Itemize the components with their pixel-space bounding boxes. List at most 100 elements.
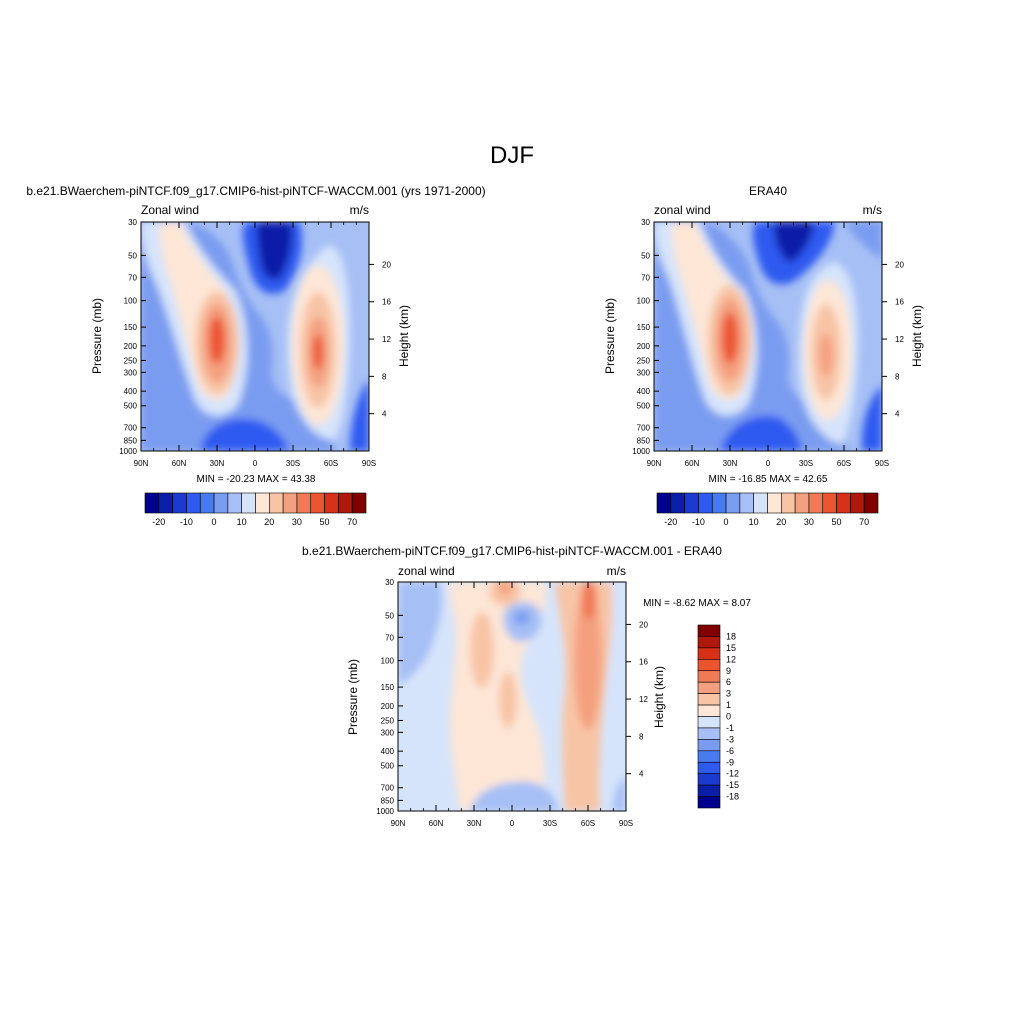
y-tick-label: 300 [381,728,395,737]
colorbar-label: -10 [692,517,705,527]
height-tick-label: 16 [895,298,904,307]
y-tick-label: 100 [381,657,395,666]
colorbar-label: -6 [726,746,734,756]
y-tick-label: 30 [385,578,394,587]
y-tick-label: 300 [124,368,138,377]
colorbar-label: 3 [726,689,731,699]
colorbar-swatch [697,636,721,649]
subtitle-left: Zonal wind [141,203,199,217]
colorbar-label: 30 [804,517,814,527]
colorbar-label: 30 [292,517,302,527]
panel-title: b.e21.BWaerchem-piNTCF.f09_g17.CMIP6-his… [26,184,485,198]
surface-easterlies [720,415,802,451]
panel-stats: MIN = -8.62 MAX = 8.07 [643,598,751,609]
negative-polar-sh [609,582,626,811]
subtitle-left: zonal wind [654,203,711,217]
y-tick-label: 850 [637,436,651,445]
colorbar-label: -20 [664,517,677,527]
height-tick-label: 4 [895,410,900,419]
colorbar: -20 -10 0 10 20 30 50 70 [656,492,879,527]
colorbar-swatch [697,647,721,660]
y-tick-label: 30 [641,218,650,227]
y-tick-label: 1000 [119,447,137,456]
y-tick-label: 200 [381,702,395,711]
colorbar-label: 50 [320,517,330,527]
colorbar-label: -10 [180,517,193,527]
colorbar-swatch [711,492,727,514]
height-tick-label: 12 [639,695,648,704]
colorbar-swatch [697,659,721,672]
x-tick-label: 90N [647,459,662,468]
subtitle-left: zonal wind [398,564,455,578]
colorbar-swatch [255,492,270,514]
colorbar-swatch [227,492,242,514]
colorbar-swatch [656,492,672,514]
colorbar-swatch [670,492,685,514]
colorbar-swatch [808,492,824,514]
x-tick-label: 0 [766,459,771,468]
polar-easterlies [861,385,882,451]
easterly-core [773,222,815,262]
colorbar-swatch [338,492,353,514]
contour-field [141,222,369,451]
x-tick-label: 90S [619,819,633,828]
subtitle-right: m/s [350,203,369,217]
y-axis-label: Pressure (mb) [346,659,360,735]
y-tick-label: 30 [128,218,137,227]
colorbar-swatch [697,773,721,786]
colorbar-swatch [739,492,754,514]
positive-sh-mid [574,590,602,730]
colorbar-swatch [794,492,810,514]
x-tick-label: 60N [172,459,187,468]
colorbar-swatch [697,670,721,683]
colorbar-swatch [697,727,721,740]
colorbar-swatch [351,492,367,514]
colorbar-swatch [213,492,229,514]
y-tick-label: 400 [381,747,395,756]
height-tick-label: 16 [382,298,391,307]
height-tick-label: 12 [895,335,904,344]
y-tick-label: 150 [124,323,138,332]
colorbar-label: 0 [726,712,731,722]
y-tick-label: 250 [124,356,138,365]
panel-title: b.e21.BWaerchem-piNTCF.f09_g17.CMIP6-his… [302,544,722,558]
axes: 90N 60N 30N 0 30S 60S 90S 30 50 70 100 150 200 250 300… [119,218,391,468]
colorbar-label: 20 [776,517,786,527]
colorbar-swatch [836,492,851,514]
height-tick-label: 20 [639,620,648,629]
y-tick-label: 850 [124,436,138,445]
colorbar-label: 1 [726,700,731,710]
colorbar-label: -15 [726,780,739,790]
y-tick-label: 500 [124,402,138,411]
colorbar-swatch [144,492,160,514]
polar-easterlies [350,380,369,451]
x-tick-label: 90N [134,459,149,468]
y-tick-label: 850 [381,796,395,805]
y-tick-label: 70 [128,273,137,282]
y-tick-label: 150 [637,323,651,332]
y-tick-label: 100 [124,297,138,306]
colorbar-swatch [697,693,721,706]
height-tick-label: 8 [382,372,387,381]
colorbar-swatch [697,681,721,694]
colorbar-label: 6 [726,677,731,687]
y-tick-label: 200 [637,342,651,351]
y-axis-label-right: Height (km) [652,666,666,728]
colorbar-label: -18 [726,792,739,802]
colorbar-label: 70 [859,517,869,527]
height-tick-label: 4 [639,770,644,779]
x-tick-label: 30N [210,459,225,468]
contour-field [654,222,882,451]
colorbar-label: -1 [726,723,734,733]
panel-stats: MIN = -16.85 MAX = 42.65 [709,474,828,485]
colorbar-swatch [172,492,187,514]
jet-nh-40 [209,316,225,364]
colorbar-swatch [850,492,865,514]
colorbar-swatch [697,704,721,717]
colorbar-label: -20 [152,517,165,527]
x-tick-label: 30N [723,459,738,468]
positive-top-core [498,582,512,595]
colorbar-swatch [697,624,721,637]
colorbar-swatch [698,492,713,514]
